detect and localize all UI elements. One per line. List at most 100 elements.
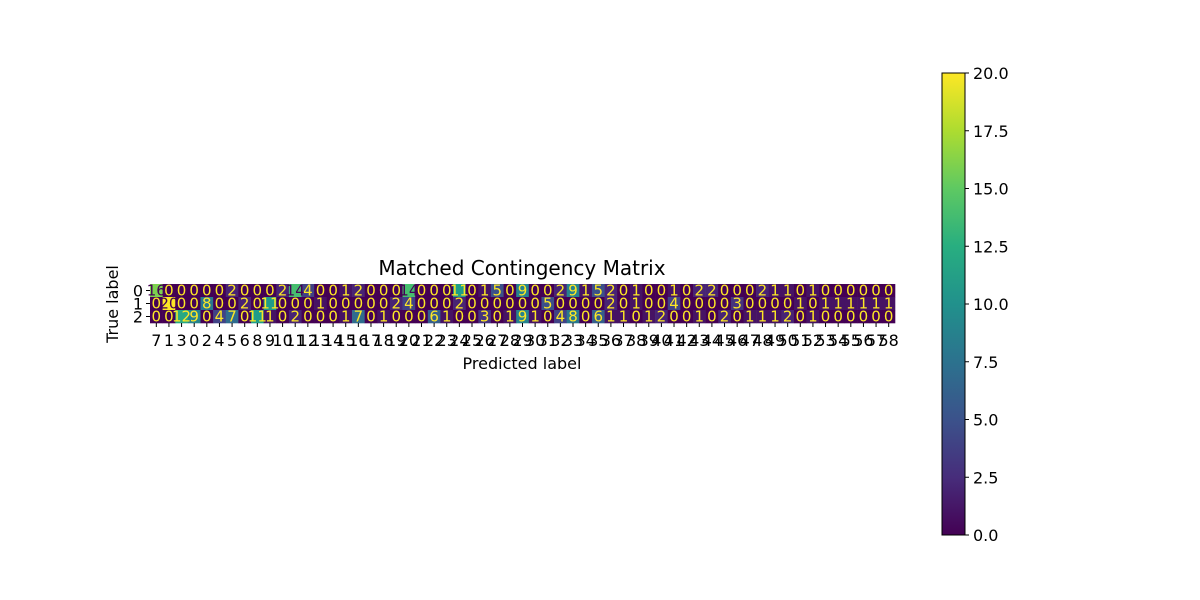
colorbar-tick-label: 5.0 — [973, 411, 998, 430]
cell-value-label: 0 — [530, 282, 540, 300]
heatmap-cell — [213, 310, 227, 324]
heatmap-cell — [869, 297, 883, 311]
cell-value-label: 0 — [669, 308, 679, 326]
x-tick-label: 25 — [462, 331, 482, 350]
colorbar: 0.0 2.5 5.0 7.5 10.0 12.5 15.0 17.5 20.0 — [941, 64, 1009, 545]
x-tick-label: 19 — [386, 331, 406, 350]
cell-value-label: 2 — [354, 282, 364, 300]
cell-value-label: 0 — [417, 282, 427, 300]
y-tick-label: 2 — [133, 308, 143, 327]
heatmap-cell — [730, 284, 744, 298]
heatmap-cell — [756, 297, 770, 311]
cell-value-label: 0 — [177, 282, 187, 300]
heatmap-cell — [781, 310, 795, 324]
x-tick-label: 23 — [437, 331, 457, 350]
cell-value-label: 0 — [859, 282, 869, 300]
heatmap-cell — [528, 284, 542, 298]
heatmap-cell — [642, 297, 656, 311]
heatmap-cell — [819, 297, 833, 311]
cell-value-label: 1 — [505, 308, 515, 326]
x-tick-label: 16 — [348, 331, 368, 350]
cell-value-label: 1 — [265, 308, 275, 326]
heatmap-cell — [806, 284, 820, 298]
cell-value-label: 0 — [177, 295, 187, 313]
heatmap-cell — [756, 284, 770, 298]
cell-value-label: 0 — [278, 295, 288, 313]
x-tick-label: 36 — [601, 331, 621, 350]
heatmap-cell — [225, 297, 239, 311]
cell-value-label: 0 — [732, 282, 742, 300]
heatmap-cell — [326, 297, 340, 311]
cell-value-label: 2 — [707, 282, 717, 300]
cell-value-label: 20 — [159, 295, 178, 313]
heatmap-cell — [857, 297, 871, 311]
heatmap-cell — [793, 297, 807, 311]
heatmap-cell — [402, 284, 416, 298]
heatmap-cell — [175, 297, 189, 311]
x-tick-label: 17 — [361, 331, 381, 350]
cell-value-label: 0 — [846, 282, 856, 300]
heatmap-cell — [200, 297, 214, 311]
colorbar-tick-label: 12.5 — [973, 237, 1009, 256]
cell-value-label: 2 — [227, 282, 237, 300]
cell-value-label: 2 — [606, 295, 616, 313]
cell-value-label: 0 — [152, 308, 162, 326]
x-tick-label: 14 — [323, 331, 343, 350]
heatmap-cell — [453, 284, 466, 298]
heatmap-cell — [617, 310, 631, 324]
x-tick-label: 10 — [272, 331, 292, 350]
cell-value-label: 1 — [808, 282, 818, 300]
heatmap-cell — [806, 310, 820, 324]
cell-value-label: 1 — [581, 282, 591, 300]
heatmap-cell — [768, 310, 782, 324]
heatmap-cell — [150, 284, 163, 298]
cell-value-label: 0 — [442, 282, 452, 300]
cell-value-label: 0 — [745, 295, 755, 313]
heatmap-cell — [705, 284, 719, 298]
heatmap-cell — [503, 310, 517, 324]
heatmap-cell — [566, 310, 580, 324]
cell-value-label: 5 — [543, 295, 553, 313]
colorbar-tick-label: 7.5 — [973, 353, 998, 372]
heatmap-cell — [718, 297, 732, 311]
cell-value-label: 9 — [568, 282, 578, 300]
cell-value-label: 1 — [695, 308, 705, 326]
y-tick-label: 1 — [133, 295, 143, 314]
heatmap-cell — [490, 297, 504, 311]
heatmap-cell — [301, 297, 315, 311]
heatmap-cell — [503, 297, 517, 311]
heatmap-cell — [238, 284, 252, 298]
cell-value-label: 0 — [328, 295, 338, 313]
cell-value-label: 0 — [152, 295, 162, 313]
heatmap-cell — [187, 284, 201, 298]
cell-value-label: 0 — [657, 282, 667, 300]
cell-value-label: 0 — [316, 282, 326, 300]
cell-value-label: 2 — [758, 282, 768, 300]
cell-value-label: 7 — [354, 308, 364, 326]
cell-value-label: 0 — [695, 295, 705, 313]
heatmap-cell — [490, 310, 504, 324]
heatmap-cell — [301, 310, 315, 324]
cell-value-label: 0 — [467, 308, 477, 326]
cell-value-label: 0 — [796, 282, 806, 300]
heatmap-cell — [478, 297, 492, 311]
cell-value-label: 0 — [316, 308, 326, 326]
heatmap-cell — [314, 297, 328, 311]
x-tick-label: 24 — [449, 331, 469, 350]
heatmap-cell — [655, 297, 669, 311]
cell-value-label: 2 — [290, 308, 300, 326]
heatmap-cell — [213, 284, 227, 298]
heatmap-cell — [175, 284, 189, 298]
cell-value-label: 0 — [404, 308, 414, 326]
heatmap-cell — [730, 310, 744, 324]
cell-value-label: 1 — [871, 295, 881, 313]
cell-value-label: 5 — [593, 282, 603, 300]
heatmap-cell — [528, 310, 542, 324]
heatmap-cell — [503, 284, 517, 298]
heatmap-cell — [377, 284, 391, 298]
heatmap-cell — [352, 284, 365, 298]
heatmap-cell — [276, 310, 290, 324]
cell-value-label: 6 — [429, 308, 439, 326]
cell-value-label: 1 — [669, 282, 679, 300]
cell-value-label: 0 — [278, 308, 288, 326]
